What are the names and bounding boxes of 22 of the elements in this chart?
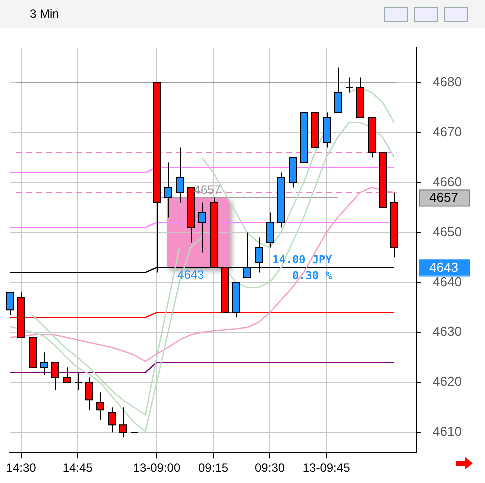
chart-title: 3 Min [30,7,60,21]
x-tick-label: 09:15 [198,461,229,476]
y-tick-label: 4660 [433,174,462,190]
y-tick-label: 4610 [433,424,462,440]
annotation: 0.30 % [292,270,333,283]
text: 4657 [430,190,458,205]
y-tick-label: 4630 [433,324,462,340]
annotation: 4643 [178,268,205,282]
y-tick-label: 4620 [433,374,462,390]
candlestick [74,372,82,391]
text: 4643 [430,260,458,275]
x-tick-label: 13-09:45 [302,461,351,476]
x-tick-label: 14:45 [62,461,94,476]
y-tick-label: 4670 [433,124,462,140]
x-tick-label: 09:30 [255,461,286,476]
y-tick-label: 4650 [433,224,462,240]
annotation: 14.00 JPY [272,254,333,267]
x-tick-label: 13-09:00 [133,461,181,476]
candlestick [346,77,354,94]
x-tick-label: 14:30 [6,461,37,476]
y-tick-label: 4640 [433,274,462,290]
y-tick-label: 4680 [433,74,462,90]
